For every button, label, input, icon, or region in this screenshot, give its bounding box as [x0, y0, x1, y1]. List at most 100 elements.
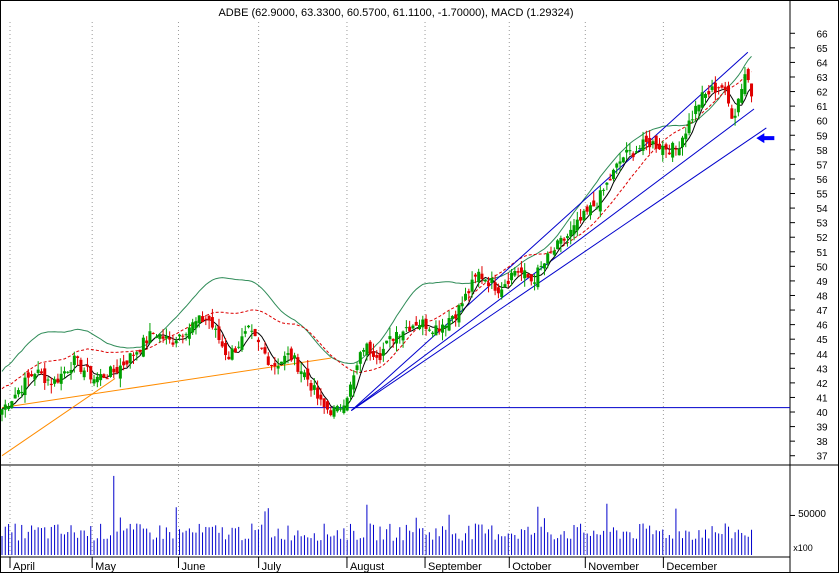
candle-body [332, 407, 336, 417]
candle-body [457, 305, 461, 323]
price-tick-label: 61 [816, 102, 828, 113]
candle-body [194, 321, 198, 329]
candle-body [266, 356, 270, 365]
month-label: September [428, 561, 482, 573]
candle-body [69, 369, 73, 374]
candle-body [99, 374, 103, 381]
candle-body [667, 152, 671, 155]
candle-body [559, 237, 563, 244]
candle-body [634, 151, 638, 153]
price-tick-label: 59 [816, 131, 828, 142]
candle-body [378, 353, 382, 361]
candle-body [92, 379, 96, 384]
price-tick-label: 37 [816, 452, 828, 463]
candle-body [247, 325, 251, 328]
price-tick-label: 48 [816, 291, 828, 302]
candle-body [293, 355, 297, 359]
candle-body [181, 335, 185, 337]
candle-body [579, 217, 583, 221]
candle-body [549, 251, 553, 253]
candle-body [418, 325, 422, 330]
candle-body [33, 374, 37, 380]
candle-body [352, 375, 356, 390]
candle-body [394, 331, 398, 344]
candle-body [654, 135, 658, 149]
candle-body [316, 387, 320, 399]
candle-body [220, 341, 224, 347]
support-trendline [1, 357, 331, 409]
candle-body [529, 274, 533, 282]
candle-body [700, 92, 704, 108]
price-tick-label: 60 [816, 117, 828, 128]
candle-body [421, 319, 425, 328]
candle-body [572, 225, 576, 235]
candle-body [404, 327, 408, 329]
candle-body [227, 356, 231, 360]
candle-body [648, 137, 652, 148]
candle-body [661, 145, 665, 156]
candle-body [20, 391, 24, 394]
price-tick-label: 45 [816, 335, 828, 346]
price-tick-label: 53 [816, 219, 828, 230]
candle-body [155, 336, 159, 338]
candle-body [325, 401, 329, 410]
candle-body [539, 265, 543, 267]
candle-body [427, 329, 431, 331]
month-label: August [350, 561, 384, 573]
candle-body [273, 363, 277, 367]
candle-body [608, 178, 612, 181]
candle-body [565, 236, 569, 239]
candle-body [611, 169, 615, 180]
candle-body [513, 271, 517, 276]
candle-body [450, 316, 454, 319]
candle-body [286, 353, 290, 355]
candle-body [506, 280, 510, 284]
candle-body [483, 280, 487, 282]
candle-body [283, 355, 287, 364]
candle-body [510, 272, 514, 281]
candle-body [191, 322, 195, 333]
candle-body [276, 366, 280, 369]
candle-body [381, 348, 385, 356]
candle-body [500, 289, 504, 297]
price-tick-label: 42 [816, 379, 828, 390]
price-tick-label: 63 [816, 73, 828, 84]
candle-body [523, 270, 527, 279]
candle-body [487, 282, 491, 287]
candle-body [270, 365, 274, 367]
candle-body [723, 86, 727, 91]
candle-body [605, 182, 609, 185]
candle-body [398, 336, 402, 338]
price-tick-label: 47 [816, 306, 828, 317]
candle-body [391, 338, 395, 341]
price-tick-label: 66 [816, 29, 828, 40]
candle-body [625, 149, 629, 153]
candle-body [240, 336, 244, 350]
candle-body [62, 371, 66, 374]
candle-body [319, 394, 323, 400]
candle-body [743, 74, 747, 95]
candle-body [85, 364, 89, 367]
candle-body [43, 368, 47, 383]
candle-body [348, 384, 352, 397]
candle-body [115, 367, 119, 373]
candle-body [460, 303, 464, 307]
price-tick-label: 58 [816, 146, 828, 157]
candle-body [671, 142, 675, 158]
candle-body [657, 143, 661, 150]
candle-body [730, 108, 734, 119]
candle-body [424, 318, 428, 330]
candle-body [112, 368, 116, 373]
candle-body [151, 332, 155, 334]
candle-body [503, 284, 507, 288]
candle-body [345, 397, 349, 411]
candle-body [66, 371, 70, 373]
channel-trendline [351, 127, 767, 411]
candle-body [638, 148, 642, 150]
candle-body [49, 383, 53, 386]
price-tick-label: 44 [816, 350, 828, 361]
candle-body [385, 340, 389, 344]
price-tick-label: 55 [816, 190, 828, 201]
candle-body [454, 314, 458, 319]
